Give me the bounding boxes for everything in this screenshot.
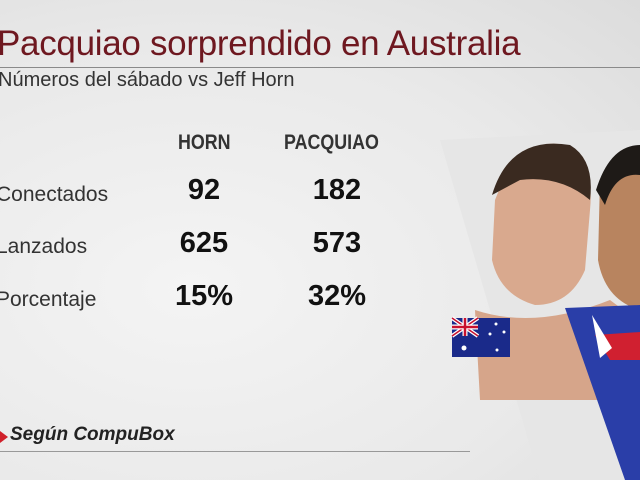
arrow-icon [0, 431, 8, 443]
pacquiao-conectados: 182 [312, 174, 362, 206]
row-label-lanzados: Lanzados [0, 235, 88, 258]
philippines-flag [565, 305, 640, 480]
column-header-pacquiao: PACQUIAO [284, 131, 379, 154]
horn-lanzados: 625 [179, 227, 229, 259]
horn-porcentaje: 15% [174, 280, 234, 312]
subtitle: Números del sábado vs Jeff Horn [0, 69, 295, 91]
australia-flag [450, 316, 510, 357]
source-note: Según CompuBox [10, 424, 175, 445]
column-header-horn: HORN [178, 131, 231, 154]
pacquiao-photo [596, 145, 640, 310]
row-label-porcentaje: Porcentaje [0, 288, 97, 311]
title-divider [0, 67, 640, 68]
horn-conectados: 92 [187, 174, 221, 206]
footer-divider [0, 451, 470, 452]
fighters-photo-panel [440, 130, 640, 480]
pacquiao-lanzados: 573 [312, 227, 362, 259]
page-title: Pacquiao sorprendido en Australia [0, 24, 521, 63]
row-label-conectados: Conectados [0, 183, 109, 206]
pacquiao-porcentaje: 32% [307, 280, 367, 312]
